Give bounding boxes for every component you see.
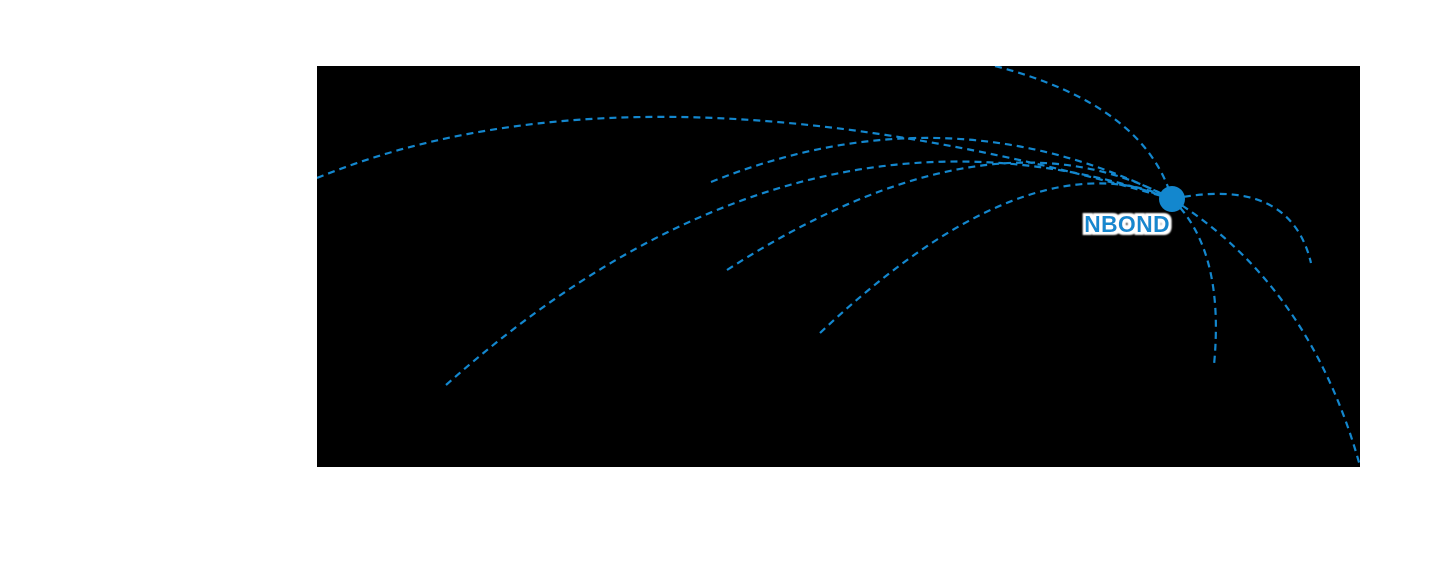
edge-5 — [819, 182, 1173, 334]
edge-9 — [1171, 198, 1360, 467]
edge-7 — [1171, 192, 1313, 264]
node-group — [1159, 186, 1185, 212]
edge-6 — [994, 66, 1174, 200]
node-label-group: NBOND — [1084, 211, 1170, 237]
node-label-nbond: NBOND — [1084, 211, 1170, 237]
network-node-nbond[interactable] — [1159, 186, 1185, 212]
edge-3 — [710, 136, 1173, 200]
edge-4 — [726, 161, 1173, 271]
edge-group — [317, 66, 1360, 467]
plot-panel-background — [317, 66, 1360, 467]
edge-8 — [1171, 198, 1217, 366]
